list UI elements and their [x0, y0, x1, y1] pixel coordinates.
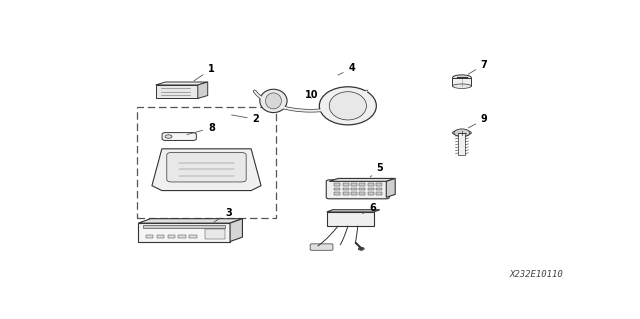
Bar	[327, 212, 374, 226]
Bar	[360, 188, 365, 190]
Bar	[368, 192, 374, 195]
Bar	[334, 183, 340, 186]
Text: 6: 6	[363, 203, 376, 214]
Polygon shape	[329, 178, 396, 182]
Text: 10: 10	[305, 90, 319, 100]
Bar	[137, 107, 276, 218]
Circle shape	[454, 129, 470, 137]
Polygon shape	[198, 82, 208, 99]
Bar	[351, 192, 357, 195]
Ellipse shape	[452, 130, 471, 136]
Circle shape	[358, 247, 364, 250]
Bar	[360, 183, 365, 186]
Bar	[179, 235, 186, 238]
Bar	[189, 235, 197, 238]
Polygon shape	[156, 85, 198, 99]
Bar	[205, 229, 225, 239]
Bar	[376, 183, 382, 186]
Polygon shape	[156, 82, 208, 85]
Bar	[157, 235, 164, 238]
Text: 1: 1	[194, 64, 215, 81]
Bar	[342, 188, 349, 190]
Bar	[342, 192, 349, 195]
FancyBboxPatch shape	[326, 180, 389, 199]
Polygon shape	[387, 178, 396, 197]
Polygon shape	[327, 210, 380, 212]
Text: 4: 4	[338, 63, 355, 75]
Ellipse shape	[452, 84, 471, 88]
Bar	[143, 225, 225, 227]
Bar	[138, 223, 230, 241]
Ellipse shape	[452, 75, 471, 80]
Bar	[351, 188, 357, 190]
Polygon shape	[138, 219, 243, 223]
Ellipse shape	[266, 93, 282, 109]
Bar	[376, 192, 382, 195]
Bar	[342, 183, 349, 186]
Bar	[351, 183, 357, 186]
Text: 3: 3	[214, 208, 232, 222]
Text: 7: 7	[468, 60, 488, 74]
Ellipse shape	[319, 87, 376, 125]
Ellipse shape	[329, 92, 367, 120]
FancyBboxPatch shape	[167, 152, 246, 182]
FancyBboxPatch shape	[310, 244, 333, 250]
Bar	[376, 188, 382, 190]
Bar	[368, 188, 374, 190]
Circle shape	[165, 135, 172, 138]
Text: 9: 9	[468, 114, 488, 128]
Text: X232E10110: X232E10110	[510, 270, 564, 279]
Text: 8: 8	[187, 123, 215, 135]
Bar	[334, 192, 340, 195]
Bar	[168, 235, 175, 238]
Text: 2: 2	[232, 114, 259, 124]
Bar	[334, 188, 340, 190]
Polygon shape	[152, 149, 261, 190]
Ellipse shape	[260, 89, 287, 113]
Bar	[452, 78, 471, 86]
Bar	[368, 183, 374, 186]
Bar	[458, 133, 465, 155]
Bar	[146, 235, 153, 238]
FancyBboxPatch shape	[162, 133, 196, 140]
Bar	[360, 192, 365, 195]
Polygon shape	[230, 219, 243, 241]
Text: 5: 5	[370, 163, 383, 177]
